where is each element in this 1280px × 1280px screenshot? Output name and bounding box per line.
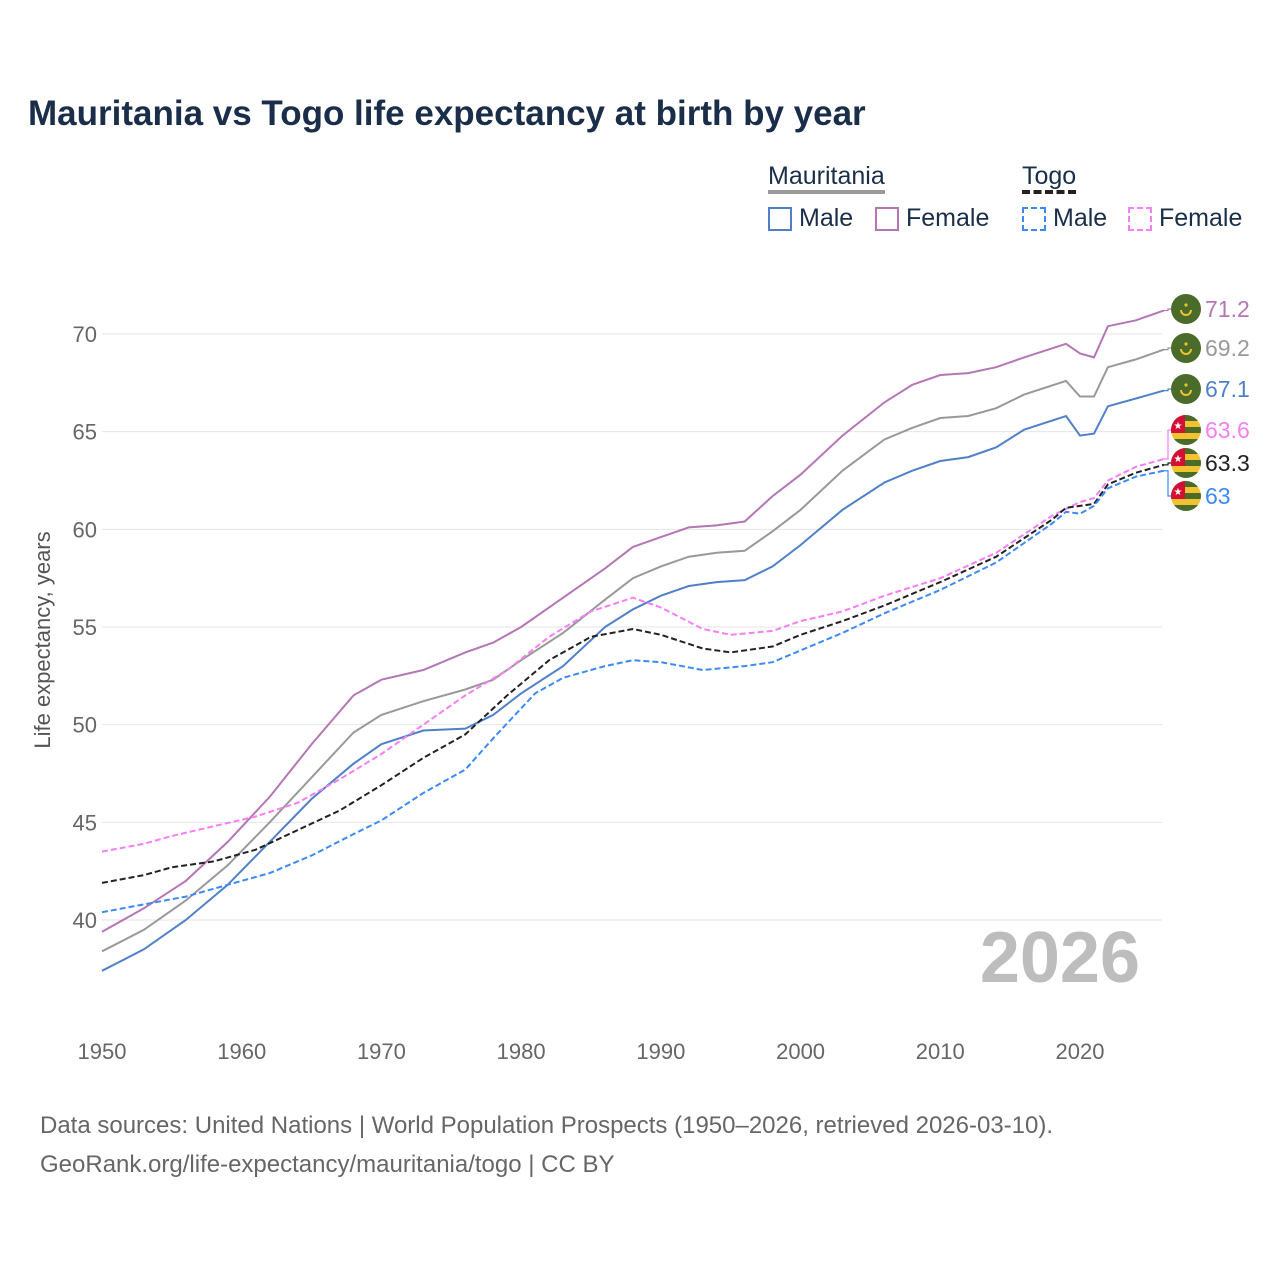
- label-connector: [1162, 308, 1172, 312]
- x-tick-label: 2000: [776, 1039, 825, 1064]
- label-connector: [1162, 429, 1172, 460]
- label-connector: [1162, 470, 1172, 497]
- y-axis-label: Life expectancy, years: [30, 531, 55, 748]
- end-value-label: 63.3: [1205, 450, 1250, 476]
- source-line-1: Data sources: United Nations | World Pop…: [40, 1112, 1054, 1139]
- legend-label-togo-female: Female: [1159, 204, 1243, 232]
- end-value-label: 63: [1205, 483, 1231, 509]
- x-tick-label: 1960: [217, 1039, 266, 1064]
- series-line-mauritania-female: [101, 309, 1165, 933]
- x-tick-label: 1990: [636, 1039, 685, 1064]
- chart-title: Mauritania vs Togo life expectancy at bi…: [28, 94, 866, 133]
- togo-flag-icon: ★: [1171, 448, 1201, 478]
- svg-text:★: ★: [1174, 454, 1183, 465]
- series-line-mauritania-male: [101, 389, 1165, 972]
- label-connector: [1162, 462, 1172, 466]
- series-line-togo: [101, 463, 1165, 884]
- y-tick-label: 40: [73, 908, 97, 933]
- x-tick-label: 2010: [916, 1039, 965, 1064]
- legend-label-togo-male: Male: [1053, 204, 1108, 232]
- legend-swatch-togo-male: [1022, 207, 1046, 231]
- y-tick-label: 60: [73, 517, 97, 542]
- legend-label-mauritania-female: Female: [906, 204, 990, 232]
- togo-flag-icon: ★: [1171, 481, 1201, 511]
- end-value-label: 67.1: [1205, 376, 1250, 402]
- source-note: Data sources: United Nations | World Pop…: [40, 1106, 1053, 1184]
- x-tick-label: 1970: [357, 1039, 406, 1064]
- end-value-label: 63.6: [1205, 417, 1250, 443]
- x-tick-label: 2020: [1056, 1039, 1105, 1064]
- series-line-mauritania: [101, 348, 1165, 953]
- legend-swatch-togo-female: [1128, 207, 1152, 231]
- legend-swatch-mauritania-male: [768, 207, 792, 231]
- end-value-label: 71.2: [1205, 296, 1250, 322]
- series-line-togo-female: [101, 458, 1165, 853]
- svg-text:★: ★: [1174, 487, 1183, 498]
- watermark-year: 2026: [980, 918, 1140, 998]
- mauritania-flag-icon: [1171, 333, 1201, 363]
- y-tick-label: 65: [73, 420, 97, 445]
- legend-group-togo: Togo: [1022, 162, 1077, 194]
- y-tick-label: 50: [73, 713, 97, 738]
- legend-group-mauritania: Mauritania: [768, 162, 885, 194]
- y-tick-label: 45: [73, 810, 97, 835]
- source-link[interactable]: GeoRank.org/life-expectancy/mauritania/t…: [40, 1151, 615, 1178]
- svg-text:★: ★: [1174, 421, 1183, 432]
- legend-label-mauritania-male: Male: [799, 204, 854, 232]
- x-tick-label: 1980: [497, 1039, 546, 1064]
- label-connector: [1162, 347, 1172, 351]
- y-tick-label: 70: [73, 322, 97, 347]
- end-value-label: 69.2: [1205, 335, 1250, 361]
- legend-swatch-mauritania-female: [875, 207, 899, 231]
- togo-flag-icon: ★: [1171, 415, 1201, 445]
- label-connector: [1162, 388, 1172, 392]
- y-tick-label: 55: [73, 615, 97, 640]
- series-line-togo-male: [101, 469, 1165, 914]
- mauritania-flag-icon: [1171, 294, 1201, 324]
- x-tick-label: 1950: [78, 1039, 127, 1064]
- mauritania-flag-icon: [1171, 374, 1201, 404]
